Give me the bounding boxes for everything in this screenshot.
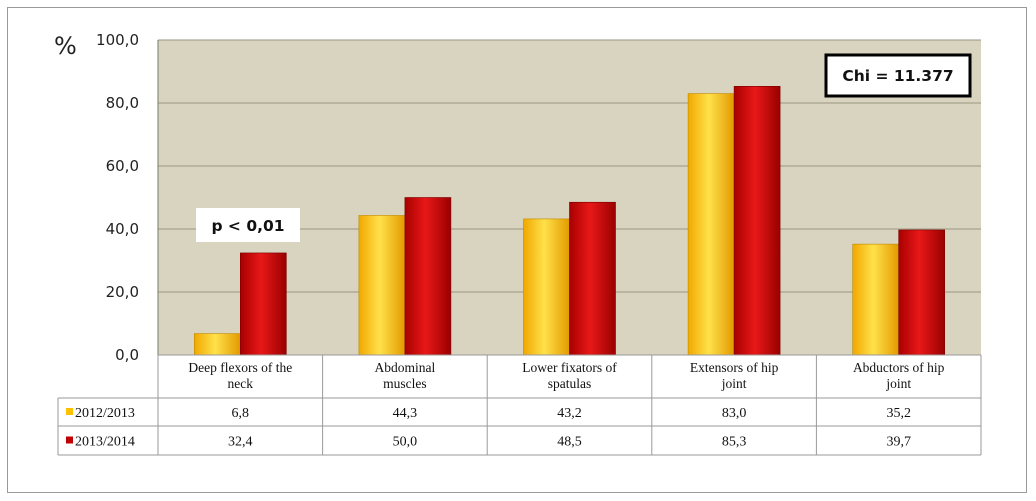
bar-series2-cat3 bbox=[569, 201, 616, 356]
p-value-text: p < 0,01 bbox=[211, 217, 284, 235]
bar-series1-cat4 bbox=[687, 93, 735, 356]
bar-series2-cat2 bbox=[404, 197, 452, 356]
y-tick-label: 60,0 bbox=[106, 157, 139, 175]
bar-series1-cat1 bbox=[194, 333, 241, 356]
legend-label: 2012/2013 bbox=[75, 406, 135, 421]
data-label: 6,8 bbox=[232, 406, 250, 421]
category-label: Deep flexors of the bbox=[188, 360, 292, 375]
data-label: 48,5 bbox=[557, 435, 582, 450]
y-tick-label: 80,0 bbox=[106, 94, 139, 112]
y-axis-ticks: 0,0 20,0 40,0 60,0 80,0 100,0 bbox=[96, 31, 139, 364]
legend-label: 2013/2014 bbox=[75, 435, 135, 450]
data-label: 85,3 bbox=[722, 435, 747, 450]
data-label: 44,3 bbox=[393, 406, 418, 421]
data-label: 50,0 bbox=[393, 435, 418, 450]
category-label: Extensors of hip bbox=[690, 360, 779, 375]
category-label: Abductors of hip bbox=[853, 360, 945, 375]
bars bbox=[194, 86, 946, 356]
data-label: 32,4 bbox=[228, 435, 253, 450]
y-tick-label: 100,0 bbox=[96, 31, 139, 49]
y-tick-label: 0,0 bbox=[115, 346, 139, 364]
category-label: joint bbox=[885, 376, 911, 391]
category-label: neck bbox=[228, 376, 254, 391]
data-label: 83,0 bbox=[722, 406, 747, 421]
data-label: 43,2 bbox=[557, 406, 582, 421]
legend-swatch bbox=[66, 436, 73, 444]
category-label: Abdominal bbox=[375, 360, 436, 375]
category-label: spatulas bbox=[548, 376, 592, 391]
category-label: Lower fixators of bbox=[522, 360, 617, 375]
category-label: joint bbox=[721, 376, 747, 391]
bar-series2-cat4 bbox=[733, 86, 781, 356]
bar-series2-cat1 bbox=[240, 252, 287, 356]
data-label: 35,2 bbox=[886, 406, 911, 421]
y-tick-label: 40,0 bbox=[106, 220, 139, 238]
chi-text: Chi = 11.377 bbox=[842, 67, 953, 85]
chi-annotation: Chi = 11.377 bbox=[824, 53, 972, 98]
bar-series1-cat5 bbox=[852, 243, 900, 356]
bar-series2-cat5 bbox=[898, 229, 946, 356]
category-label: muscles bbox=[383, 376, 427, 391]
y-tick-label: 20,0 bbox=[106, 283, 139, 301]
bar-series1-cat2 bbox=[358, 215, 406, 356]
legend-swatch bbox=[66, 408, 73, 415]
data-label: 39,7 bbox=[886, 435, 911, 450]
p-value-annotation: p < 0,01 bbox=[196, 208, 300, 242]
y-axis-unit: % bbox=[54, 32, 77, 60]
bar-series1-cat3 bbox=[523, 218, 570, 356]
